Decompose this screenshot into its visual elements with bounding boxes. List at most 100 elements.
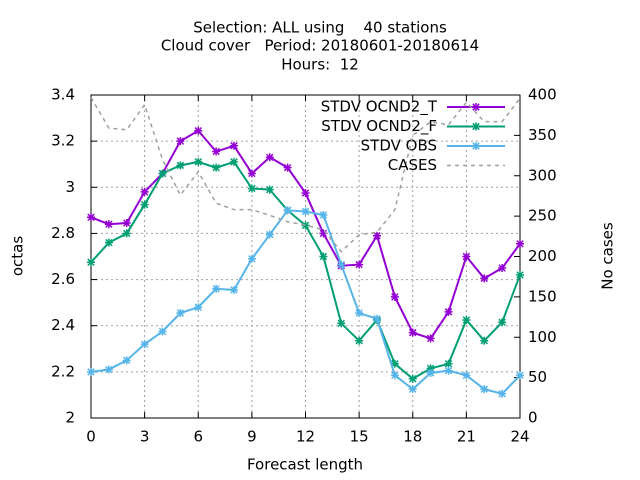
point-marker	[462, 371, 471, 380]
point-marker	[87, 258, 95, 267]
point-marker	[426, 364, 435, 373]
point-marker	[283, 163, 292, 172]
point-marker	[87, 213, 95, 222]
point-marker	[390, 292, 399, 301]
y-tick-label: 2.6	[51, 270, 75, 288]
y2-tick-label: 250	[528, 207, 557, 225]
x-tick-label: 3	[140, 428, 150, 446]
plot-border	[90, 94, 521, 419]
point-marker	[516, 270, 524, 279]
legend-label: STDV OBS	[361, 137, 437, 155]
point-marker	[301, 207, 310, 216]
y-tick-label: 2.8	[51, 224, 75, 242]
legend-label: STDV OCND2_F	[321, 117, 437, 136]
point-marker	[408, 328, 417, 337]
point-marker	[230, 157, 238, 166]
y2-axis-label: No cases	[599, 222, 617, 290]
x-tick-label: 0	[86, 428, 96, 446]
legend-marker	[472, 122, 480, 131]
point-marker	[176, 309, 185, 318]
x-tick-label: 24	[510, 428, 529, 446]
point-marker	[247, 184, 256, 193]
point-marker	[104, 220, 113, 229]
point-marker	[265, 153, 274, 162]
point-marker	[283, 206, 292, 215]
y2-tick-label: 300	[528, 166, 557, 184]
y2-tick-label: 100	[528, 328, 557, 346]
x-axis-label: Forecast length	[247, 456, 363, 474]
point-marker	[408, 385, 417, 394]
point-marker	[390, 371, 399, 380]
point-marker	[426, 369, 435, 378]
legend-label: STDV OCND2_T	[321, 98, 438, 117]
legend-label: CASES	[388, 156, 437, 174]
x-tick-label: 18	[403, 428, 422, 446]
point-marker	[265, 185, 274, 194]
point-marker	[444, 307, 453, 316]
point-marker	[355, 260, 364, 269]
y-tick-label: 3.2	[51, 132, 75, 150]
point-marker	[319, 229, 328, 238]
point-marker	[480, 336, 489, 345]
point-marker	[140, 340, 149, 349]
point-marker	[319, 252, 328, 261]
point-marker	[194, 303, 203, 312]
point-marker	[212, 163, 221, 172]
point-marker	[498, 264, 507, 273]
point-marker	[247, 169, 256, 178]
y2-tick-label: 50	[528, 368, 547, 386]
point-marker	[140, 200, 149, 209]
point-marker	[230, 285, 238, 294]
point-marker	[355, 309, 364, 318]
point-marker	[498, 389, 507, 398]
point-marker	[373, 314, 381, 323]
point-marker	[444, 366, 453, 375]
y2-tick-label: 150	[528, 287, 557, 305]
point-marker	[355, 336, 364, 345]
point-marker	[516, 239, 524, 248]
chart-title: Cloud cover Period: 20180601-20180614	[161, 37, 479, 55]
point-marker	[480, 274, 489, 283]
y-tick-label: 2.4	[51, 316, 75, 334]
y-tick-label: 2	[65, 409, 75, 427]
point-marker	[194, 126, 203, 135]
y-axis-label: octas	[9, 236, 27, 276]
point-marker	[104, 238, 113, 247]
point-marker	[176, 161, 185, 170]
point-marker	[87, 367, 95, 376]
point-marker	[390, 359, 399, 368]
point-marker	[498, 318, 507, 327]
point-marker	[122, 219, 131, 228]
point-marker	[319, 210, 328, 219]
point-marker	[337, 260, 346, 269]
x-tick-label: 21	[457, 428, 476, 446]
point-marker	[158, 327, 167, 336]
point-marker	[122, 356, 131, 365]
point-marker	[212, 147, 221, 156]
point-marker	[176, 137, 185, 146]
x-tick-label: 15	[350, 428, 369, 446]
y2-tick-label: 350	[528, 126, 557, 144]
point-marker	[104, 365, 113, 374]
point-marker	[230, 141, 238, 150]
point-marker	[462, 252, 471, 261]
legend-marker	[472, 103, 480, 111]
point-marker	[426, 334, 435, 343]
legend-marker	[472, 142, 480, 150]
point-marker	[337, 319, 346, 328]
y2-tick-label: 0	[528, 409, 538, 427]
point-marker	[140, 187, 149, 196]
point-marker	[122, 229, 131, 238]
y-tick-label: 3	[65, 178, 75, 196]
point-marker	[301, 189, 310, 198]
y2-tick-label: 400	[528, 86, 557, 104]
y2-tick-label: 200	[528, 247, 557, 265]
point-marker	[408, 374, 417, 383]
chart-title: Hours: 12	[281, 56, 359, 74]
point-marker	[373, 231, 381, 240]
chart-title: Selection: ALL using 40 stations	[193, 19, 447, 37]
point-marker	[194, 157, 203, 166]
x-tick-label: 9	[247, 428, 257, 446]
point-marker	[444, 359, 453, 368]
